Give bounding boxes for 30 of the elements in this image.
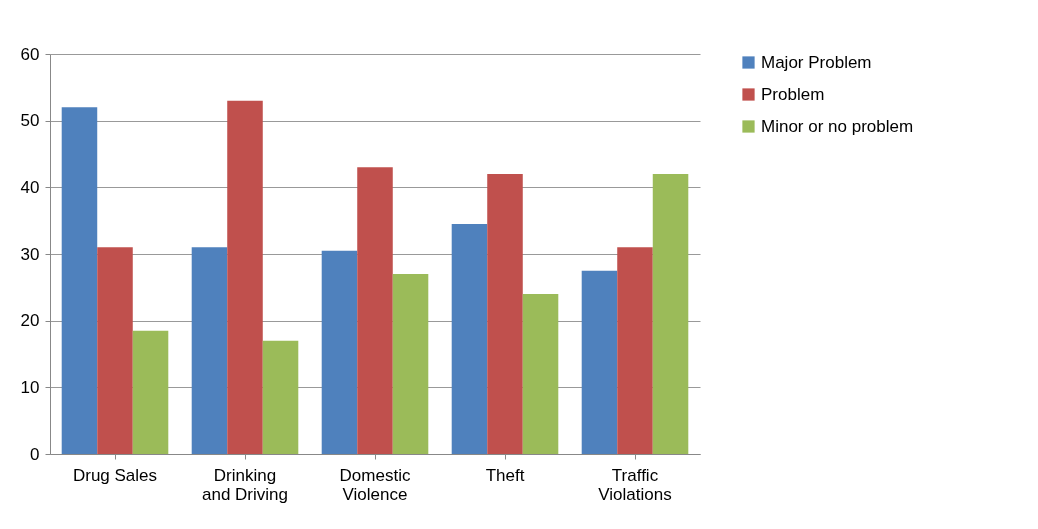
bar	[61, 107, 98, 454]
bar	[321, 250, 358, 454]
y-tick-label: 20	[20, 311, 40, 331]
x-tick-label: Theft	[485, 465, 525, 485]
bar	[97, 247, 133, 454]
y-tick-label: 40	[20, 177, 40, 197]
y-tick-label: 50	[20, 111, 40, 131]
bar	[581, 270, 618, 454]
bar	[357, 167, 393, 454]
bar	[227, 100, 263, 454]
y-tick-label: 0	[30, 444, 40, 464]
bar	[487, 174, 523, 454]
x-tick-label: Domestic Violence	[339, 465, 411, 504]
x-tick-label: Drug Sales	[72, 465, 158, 485]
y-tick-label: 30	[20, 244, 40, 264]
x-tick-label: Traffic Violations	[598, 465, 672, 504]
legend-label: Problem	[761, 84, 825, 104]
bar	[262, 340, 299, 454]
y-tick-label: 60	[20, 44, 40, 64]
bar	[652, 174, 689, 454]
bar	[451, 224, 488, 454]
x-tick-label: Drinking and Driving	[202, 465, 288, 504]
bar	[522, 294, 559, 454]
bar	[132, 330, 169, 454]
bar	[392, 274, 429, 454]
y-tick-label: 10	[20, 377, 40, 397]
bar	[617, 247, 653, 454]
bar	[191, 247, 228, 454]
legend-label: Minor or no problem	[761, 116, 914, 136]
legend-label: Major Problem	[761, 52, 872, 72]
